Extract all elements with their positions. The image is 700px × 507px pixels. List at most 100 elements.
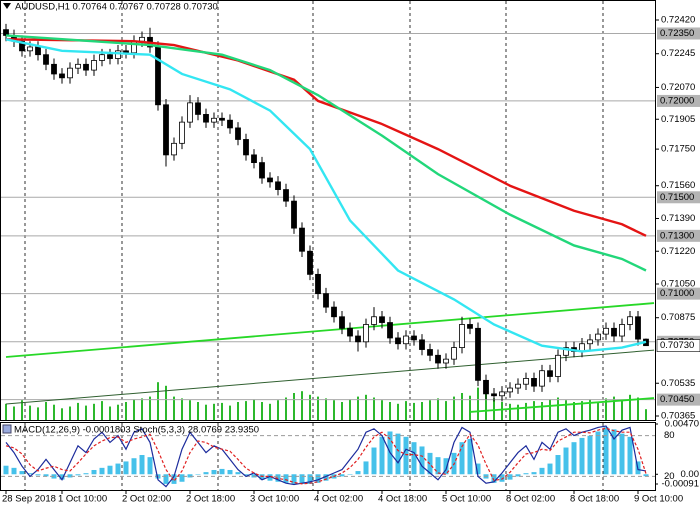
- macd-bar: [371, 447, 377, 475]
- candle-body: [19, 40, 25, 52]
- candle-body: [507, 387, 513, 393]
- candle-body: [523, 378, 529, 385]
- macd-bar: [147, 457, 153, 475]
- volume-bar: [637, 397, 639, 420]
- candle-body: [419, 339, 425, 350]
- volume-bar: [133, 399, 135, 420]
- macd-bar: [395, 433, 401, 475]
- y-tick-label: 0.72420: [661, 15, 695, 26]
- candle-body: [563, 347, 569, 356]
- candle-body: [251, 154, 257, 163]
- x-tick-label: 5 Oct 10:00: [442, 494, 491, 505]
- volume-bar: [157, 382, 159, 420]
- volume-bar: [101, 401, 103, 420]
- macd-bar: [571, 442, 577, 475]
- volume-bar: [141, 398, 143, 420]
- macd-bar: [435, 457, 441, 475]
- candle-body: [475, 327, 481, 381]
- trendline: [469, 397, 655, 413]
- menu-icon[interactable]: [3, 3, 11, 9]
- candle-body: [555, 354, 561, 377]
- volume-bar: [381, 400, 383, 420]
- macd-bar: [235, 472, 241, 475]
- volume-bar: [469, 395, 471, 420]
- macd-bar: [211, 469, 217, 475]
- volume-bar: [69, 406, 71, 420]
- macd-bar: [283, 474, 289, 483]
- macd-bar: [99, 467, 105, 475]
- volume-bar: [45, 402, 47, 420]
- sub-frame: [0, 422, 656, 491]
- macd-bar: [363, 461, 369, 475]
- y-tick-label: 0.70535: [661, 378, 695, 389]
- macd-bar: [83, 473, 89, 475]
- volume-bar: [173, 396, 175, 420]
- macd-bar: [323, 474, 329, 481]
- macd-bar: [475, 463, 481, 475]
- candle-body: [235, 127, 241, 140]
- volume-bar: [317, 396, 319, 420]
- volume-bar: [549, 399, 551, 420]
- moving-average: [5, 34, 647, 272]
- candle-body: [91, 60, 97, 71]
- level-label: 0.71000: [660, 288, 694, 299]
- volume-bar: [181, 398, 183, 420]
- candle-body: [267, 177, 273, 183]
- candle-body: [467, 324, 473, 329]
- volume-bar: [125, 402, 127, 420]
- candle-body: [243, 139, 249, 156]
- volume-bar: [373, 397, 375, 420]
- level-label: 0.71300: [660, 230, 694, 241]
- volume-bar: [397, 403, 399, 420]
- macd-bar: [467, 438, 473, 475]
- volume-bar: [149, 396, 151, 420]
- candle-body: [163, 104, 169, 156]
- x-tick-label: 8 Oct 02:00: [506, 494, 555, 505]
- macd-bar: [611, 429, 617, 475]
- candle-body: [491, 393, 497, 397]
- macd-bar: [219, 468, 225, 475]
- candle-body: [99, 54, 105, 61]
- volume-bar: [645, 409, 647, 420]
- volume-bar: [525, 402, 527, 420]
- volume-bar: [165, 385, 167, 420]
- candle-body: [171, 142, 177, 156]
- candle-body: [179, 121, 185, 144]
- macd-bar: [59, 474, 65, 480]
- volume-bar: [389, 402, 391, 420]
- candle-body: [315, 273, 321, 295]
- candle-body: [187, 102, 193, 123]
- main-frame: [0, 0, 656, 421]
- volume-bar: [37, 407, 39, 420]
- level-label: 0.72350: [660, 28, 694, 39]
- candle-body: [635, 316, 641, 340]
- candle-body: [595, 333, 601, 341]
- candle-body: [67, 67, 73, 79]
- volume-bar: [493, 398, 495, 420]
- macd-bar: [339, 474, 345, 477]
- volume-bar: [621, 400, 623, 420]
- x-tick-label: 2 Oct 02:00: [122, 494, 171, 505]
- volume-bar: [205, 404, 207, 420]
- y-tick-label: 0.70365: [661, 411, 695, 422]
- volume-bar: [573, 402, 575, 420]
- y-tick-label: 0.71050: [661, 279, 695, 290]
- x-tick-label: 1 Oct 10:00: [58, 494, 107, 505]
- volume-bar: [189, 400, 191, 420]
- macd-bar: [299, 474, 305, 484]
- volume-bar: [253, 399, 255, 420]
- macd-bar: [515, 474, 521, 477]
- moving-average: [5, 38, 647, 353]
- x-tick-label: 9 Oct 10:00: [634, 494, 683, 505]
- candle-body: [531, 378, 537, 387]
- candle-body: [483, 379, 489, 395]
- macd-bar: [27, 473, 33, 475]
- plot-layer: [1, 1, 655, 490]
- macd-bar: [355, 471, 361, 475]
- volume-bar: [293, 393, 295, 420]
- candle-body: [211, 117, 217, 123]
- macd-bar: [315, 474, 321, 483]
- macd-bar: [195, 474, 201, 475]
- level-label: 0.72000: [660, 95, 694, 106]
- candle-body: [339, 316, 345, 329]
